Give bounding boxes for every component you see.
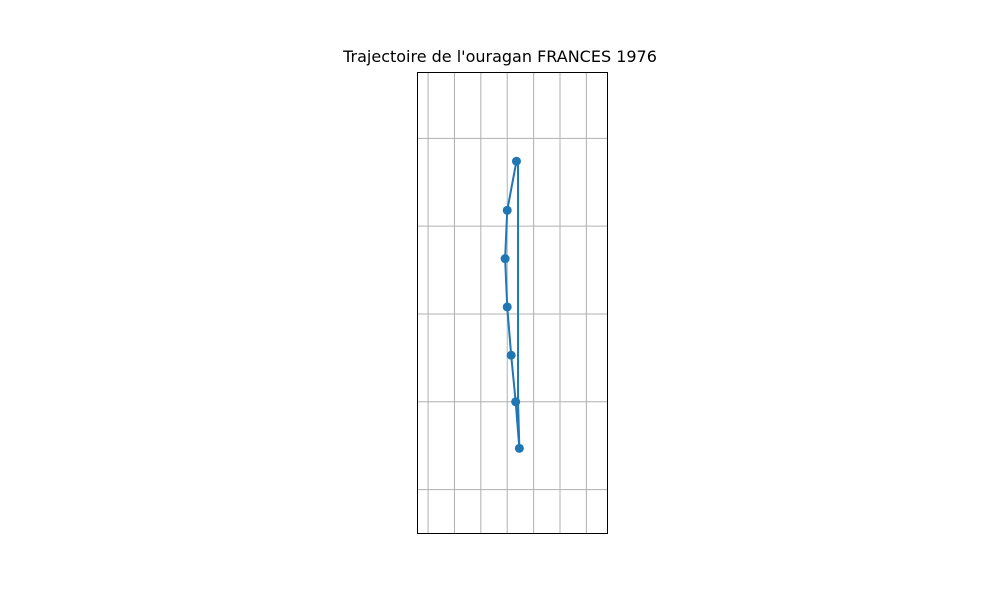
track-point-3 (502, 302, 512, 312)
track-point-5 (511, 397, 521, 407)
track-point-4 (506, 350, 516, 360)
track-point-2 (500, 254, 510, 264)
track-point-0 (511, 156, 521, 166)
track-point-1 (502, 205, 512, 215)
axes-frame (417, 72, 608, 534)
track-point-6 (514, 443, 524, 453)
series-layer (500, 156, 524, 453)
chart-title: Trajectoire de l'ouragan FRANCES 1976 (343, 47, 657, 66)
y-gridlines (417, 137, 608, 491)
